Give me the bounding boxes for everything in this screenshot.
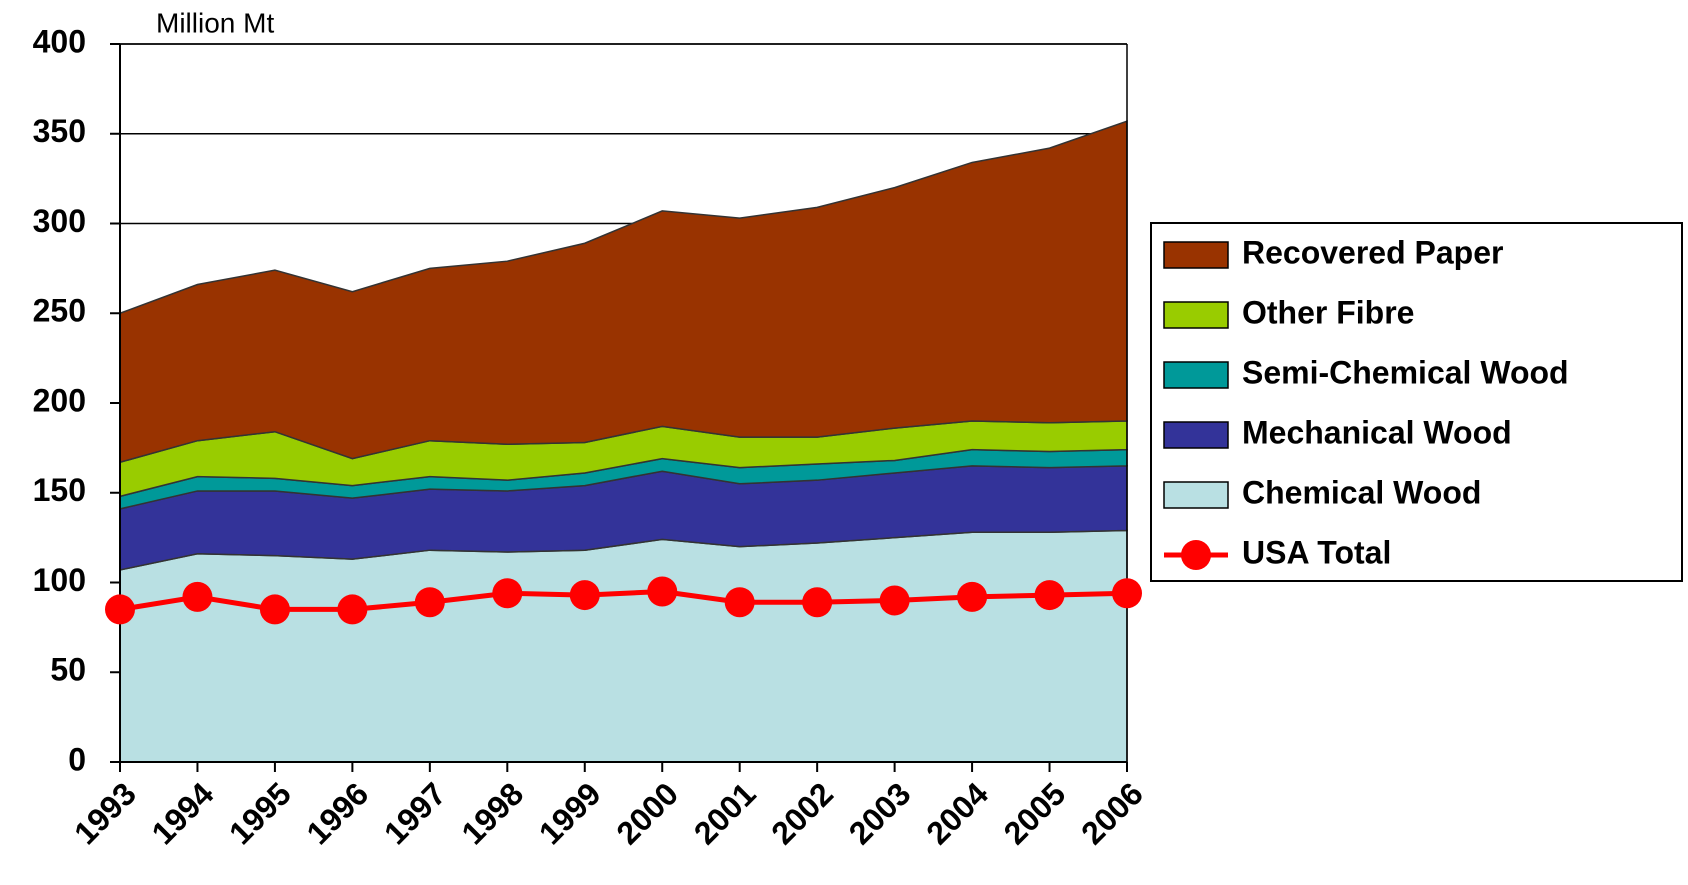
marker <box>259 594 290 625</box>
x-tick-label: 1995 <box>222 775 298 851</box>
marker <box>182 581 213 612</box>
x-tick-label: 2002 <box>764 775 840 851</box>
area <box>119 529 1128 763</box>
legend-swatch <box>1163 481 1229 509</box>
legend-swatch <box>1163 301 1229 329</box>
legend <box>1150 222 1683 582</box>
marker <box>647 576 678 607</box>
y-tick-label: 350 <box>33 113 86 149</box>
y-tick-label: 50 <box>50 652 86 688</box>
legend-label: Other Fibre <box>1242 294 1414 330</box>
x-tick-label: 1997 <box>377 775 453 851</box>
marker <box>802 587 833 618</box>
x-tick-label: 1993 <box>67 775 143 851</box>
legend-label: USA Total <box>1242 534 1391 570</box>
marker <box>957 581 988 612</box>
legend-label: Mechanical Wood <box>1242 414 1512 450</box>
x-tick-label: 1996 <box>300 775 376 851</box>
x-tick-label: 1998 <box>454 775 530 851</box>
y-tick-label: 250 <box>33 293 86 329</box>
x-tick-label: 2003 <box>842 775 918 851</box>
marker <box>105 594 135 625</box>
marker <box>1034 580 1065 611</box>
y-tick-label: 200 <box>33 382 86 418</box>
x-tick-label: 2005 <box>997 775 1073 851</box>
marker <box>569 580 600 611</box>
legend-swatch <box>1163 421 1229 449</box>
marker <box>414 587 445 618</box>
marker <box>879 585 910 616</box>
legend-label: Recovered Paper <box>1242 234 1503 270</box>
y-tick-label: 150 <box>33 472 86 508</box>
marker <box>724 587 755 618</box>
marker <box>1112 578 1142 609</box>
x-tick-label: 1994 <box>145 775 221 851</box>
x-tick-label: 2001 <box>687 775 763 851</box>
area <box>119 120 1128 464</box>
legend-label: Chemical Wood <box>1242 474 1481 510</box>
x-tick-label: 2004 <box>919 775 995 851</box>
legend-swatch <box>1181 540 1211 570</box>
x-tick-label: 1999 <box>532 775 608 851</box>
y-tick-label: 0 <box>68 741 86 777</box>
marker <box>337 594 368 625</box>
legend-label: Semi-Chemical Wood <box>1242 354 1569 390</box>
x-tick-label: 2000 <box>609 775 685 851</box>
y-tick-label: 400 <box>33 23 86 59</box>
legend-swatch <box>1163 361 1229 389</box>
legend-swatch <box>1163 241 1229 269</box>
y-tick-label: 300 <box>33 203 86 239</box>
x-tick-label: 2006 <box>1074 775 1150 851</box>
y-tick-label: 100 <box>33 562 86 598</box>
y-axis-label: Million Mt <box>156 7 274 38</box>
marker <box>492 578 523 609</box>
